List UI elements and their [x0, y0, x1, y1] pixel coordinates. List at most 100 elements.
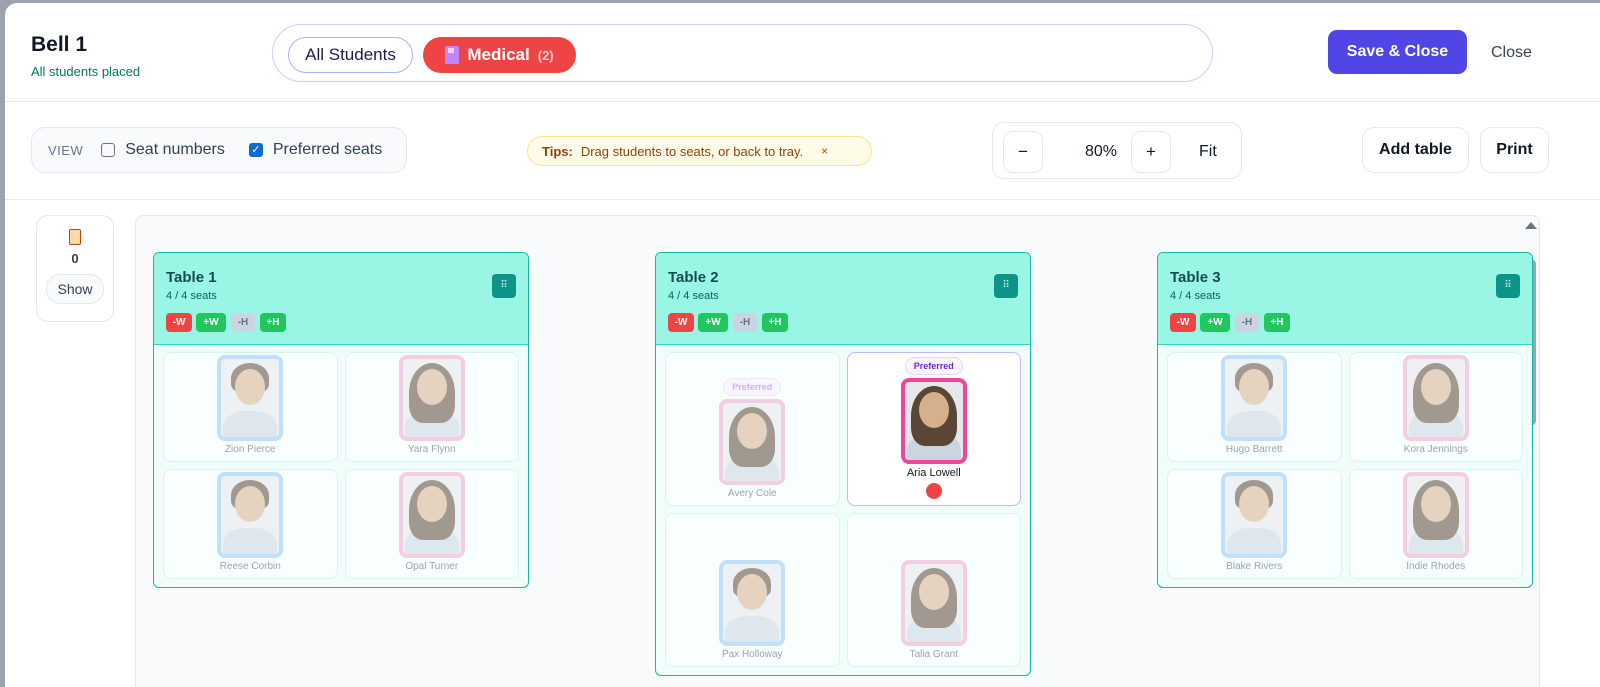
table-name: Table 3: [1170, 269, 1221, 286]
seat-grid: Preferred Avery Cole Preferred Aria Lowel…: [656, 345, 1030, 675]
seat[interactable]: Preferred Avery Cole: [665, 352, 840, 506]
table-header[interactable]: Table 2 4 / 4 seats ⠿ -W +W -H +H: [656, 253, 1030, 345]
zoom-level: 80%: [1085, 143, 1118, 160]
shrink-height-button[interactable]: -H: [231, 313, 255, 332]
table-name: Table 2: [668, 269, 719, 286]
status-text: All students placed: [31, 64, 141, 79]
filter-medical-count: (2): [537, 47, 554, 63]
student-name: Aria Lowell: [906, 467, 961, 479]
seat[interactable]: Kora Jennings: [1348, 352, 1523, 462]
student-photo[interactable]: [900, 560, 967, 646]
table-seat-count: 4 / 4 seats: [166, 290, 217, 302]
seat[interactable]: Pax Holloway: [665, 513, 840, 667]
student-photo[interactable]: [1221, 355, 1288, 441]
student-name: Reese Corbin: [219, 561, 281, 572]
filter-medical[interactable]: Medical (2): [423, 37, 576, 73]
preferred-badge: Preferred: [904, 357, 963, 375]
grow-width-button[interactable]: +W: [196, 313, 226, 332]
student-photo[interactable]: [398, 472, 465, 558]
grow-height-button[interactable]: +H: [1264, 313, 1290, 332]
shrink-width-button[interactable]: -W: [166, 313, 192, 332]
clipboard-icon: [69, 229, 81, 245]
preferred-seats-checkbox[interactable]: ✓: [248, 143, 263, 157]
table-seat-count: 4 / 4 seats: [1170, 290, 1221, 302]
seat-grid: Hugo Barrett Kora Jennings Blake Rivers …: [1158, 345, 1532, 587]
student-photo[interactable]: [719, 560, 786, 646]
tips-close-icon[interactable]: ×: [821, 144, 829, 158]
table-name: Table 1: [166, 269, 217, 286]
seat[interactable]: Reese Corbin: [163, 469, 338, 579]
student-tray: 0 Show: [36, 215, 114, 322]
table-header[interactable]: Table 3 4 / 4 seats ⠿ -W +W -H +H: [1158, 253, 1532, 345]
fit-button[interactable]: Fit: [1199, 143, 1217, 160]
grow-width-button[interactable]: +W: [1200, 313, 1230, 332]
student-photo[interactable]: [719, 399, 786, 485]
seat[interactable]: Zion Pierce: [163, 352, 338, 462]
seat-numbers-label[interactable]: Seat numbers: [125, 141, 225, 158]
seat-numbers-checkbox[interactable]: [101, 143, 116, 157]
shrink-height-button[interactable]: -H: [1235, 313, 1259, 332]
grow-height-button[interactable]: +H: [260, 313, 286, 332]
student-photo[interactable]: [900, 378, 967, 464]
view-label: VIEW: [48, 142, 84, 158]
grow-width-button[interactable]: +W: [698, 313, 728, 332]
medical-icon: [925, 483, 942, 499]
seat[interactable]: Preferred Aria Lowell: [846, 352, 1021, 506]
add-table-button[interactable]: Add table: [1362, 127, 1469, 173]
close-button[interactable]: Close: [1491, 44, 1532, 61]
medical-icon: [445, 46, 460, 64]
shrink-height-button[interactable]: -H: [733, 313, 757, 332]
student-photo[interactable]: [1402, 472, 1469, 558]
table-3[interactable]: Table 3 4 / 4 seats ⠿ -W +W -H +H Hugo Barre…: [1157, 252, 1533, 588]
student-photo[interactable]: [217, 472, 284, 558]
seat[interactable]: Indie Rhodes: [1348, 469, 1523, 579]
drag-handle-icon[interactable]: ⠿: [1496, 274, 1520, 298]
shrink-width-button[interactable]: -W: [668, 313, 694, 332]
student-name: Avery Cole: [727, 488, 777, 499]
save-close-button[interactable]: Save & Close: [1328, 30, 1467, 74]
zoom-controls: − 80% + Fit: [992, 122, 1242, 179]
table-2[interactable]: Table 2 4 / 4 seats ⠿ -W +W -H +H Preferred A…: [655, 252, 1031, 676]
student-name: Pax Holloway: [721, 649, 783, 660]
grow-height-button[interactable]: +H: [762, 313, 788, 332]
dialog-header: Bell 1 All students placed All Students …: [5, 3, 1600, 102]
student-name: Yara Flynn: [407, 444, 456, 455]
zoom-in-button[interactable]: +: [1131, 131, 1171, 173]
preferred-seats-label[interactable]: Preferred seats: [272, 141, 383, 158]
view-options: VIEW Seat numbers ✓ Preferred seats: [31, 127, 407, 173]
seat[interactable]: Hugo Barrett: [1167, 352, 1342, 462]
table-seat-count: 4 / 4 seats: [668, 290, 719, 302]
seat-grid: Zion Pierce Yara Flynn Reese Corbin Opal…: [154, 345, 528, 587]
student-name: Blake Rivers: [1226, 561, 1283, 572]
scroll-up-arrow[interactable]: [1525, 222, 1537, 229]
seat[interactable]: Opal Turner: [344, 469, 519, 579]
student-name: Opal Turner: [405, 561, 459, 572]
drag-handle-icon[interactable]: ⠿: [994, 274, 1018, 298]
seat[interactable]: Blake Rivers: [1167, 469, 1342, 579]
student-photo[interactable]: [1402, 355, 1469, 441]
toolbar: VIEW Seat numbers ✓ Preferred seats Tips…: [5, 102, 1600, 200]
student-name: Indie Rhodes: [1406, 561, 1466, 572]
print-button[interactable]: Print: [1480, 127, 1549, 173]
tray-count: 0: [71, 251, 79, 266]
drag-handle-icon[interactable]: ⠿: [492, 274, 516, 298]
tips-banner: Tips: Drag students to seats, or back to…: [527, 136, 872, 166]
tips-label: Tips:: [542, 143, 573, 159]
tray-show-button[interactable]: Show: [46, 274, 104, 304]
student-name: Talia Grant: [909, 649, 958, 660]
seating-dialog: Bell 1 All students placed All Students …: [5, 3, 1600, 687]
student-photo[interactable]: [1221, 472, 1288, 558]
student-name: Kora Jennings: [1403, 444, 1468, 455]
table-1[interactable]: Table 1 4 / 4 seats ⠿ -W +W -H +H Zion Pierc…: [153, 252, 529, 588]
page-title: Bell 1: [31, 33, 88, 56]
student-photo[interactable]: [217, 355, 284, 441]
student-photo[interactable]: [398, 355, 465, 441]
filter-bar: All Students Medical (2): [272, 24, 1213, 82]
zoom-out-button[interactable]: −: [1003, 131, 1043, 173]
seat[interactable]: Yara Flynn: [344, 352, 519, 462]
shrink-width-button[interactable]: -W: [1170, 313, 1196, 332]
filter-all-students[interactable]: All Students: [288, 37, 413, 73]
seat[interactable]: Talia Grant: [846, 513, 1021, 667]
preferred-badge: Preferred: [723, 378, 782, 396]
table-header[interactable]: Table 1 4 / 4 seats ⠿ -W +W -H +H: [154, 253, 528, 345]
